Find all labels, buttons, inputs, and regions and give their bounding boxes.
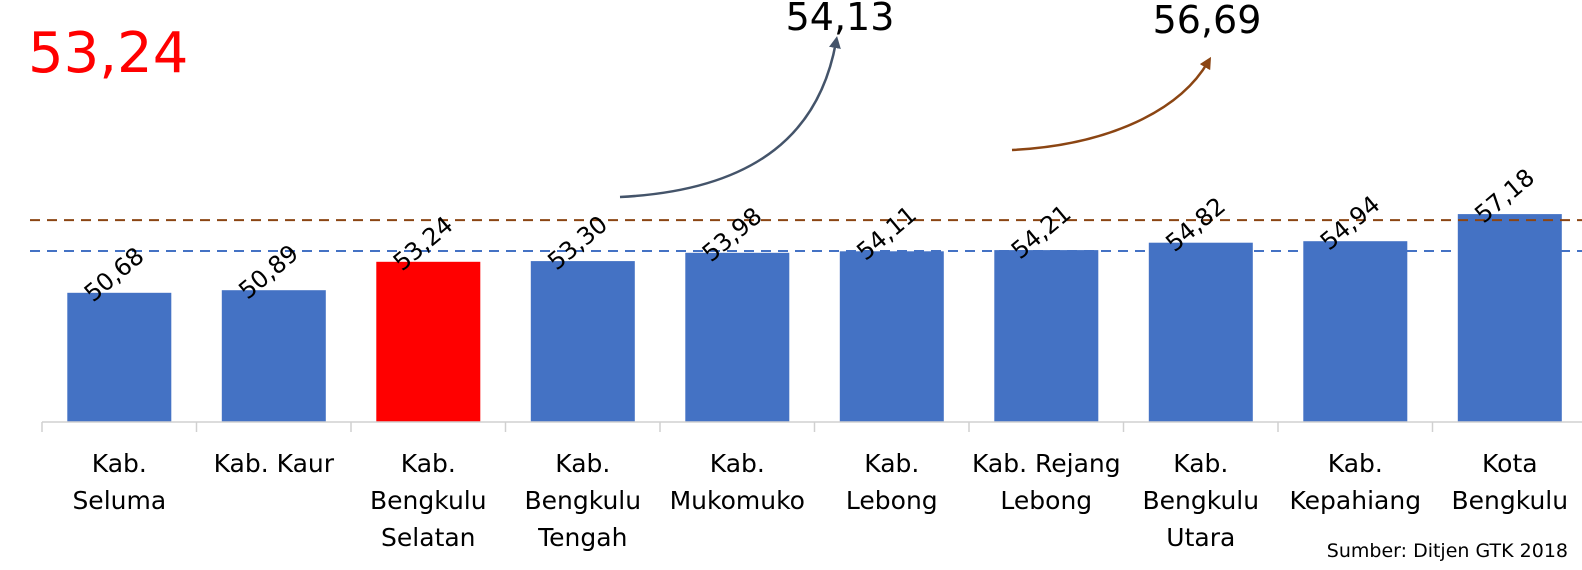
category-label-line: Kab. <box>1173 449 1228 478</box>
category-label-3: Kab. Bengkulu Tengah <box>525 449 642 552</box>
category-label-line: Kab. Rejang <box>972 449 1121 478</box>
bar-7 <box>1148 242 1253 422</box>
bar-0 <box>67 292 172 422</box>
category-label-line: Lebong <box>846 486 938 515</box>
bar-1 <box>221 290 326 422</box>
bar-2 <box>376 261 481 422</box>
category-label-line: Seluma <box>72 486 166 515</box>
category-label-line: Tengah <box>537 523 627 552</box>
category-label-line: Bengkulu <box>1452 486 1569 515</box>
source-note: Sumber: Ditjen GTK 2018 <box>1326 540 1568 562</box>
category-label-7: Kab. Bengkulu Utara <box>1143 449 1260 552</box>
category-label-line: Kab. Kaur <box>214 449 335 478</box>
category-label-line: Utara <box>1166 523 1235 552</box>
category-label-line: Kab. <box>401 449 456 478</box>
category-label-4: Kab. Mukomuko <box>670 449 805 515</box>
category-label-8: Kab. Kepahiang <box>1290 449 1422 515</box>
category-label-line: Kepahiang <box>1290 486 1422 515</box>
category-label-9: Kota Bengkulu <box>1452 449 1569 515</box>
arrow-to-reference-2 <box>1011 56 1212 152</box>
category-label-5: Kab. Lebong <box>846 449 938 515</box>
category-label-0: Kab. Seluma <box>72 449 166 515</box>
category-label-line: Bengkulu <box>1143 486 1260 515</box>
category-label-line: Lebong <box>1000 486 1092 515</box>
category-label-2: Kab. Bengkulu Selatan <box>370 449 487 552</box>
category-label-1: Kab. Kaur <box>214 449 335 478</box>
highlight-value-label: 53,24 <box>28 21 188 86</box>
category-label-6: Kab. Rejang Lebong <box>972 449 1121 515</box>
bar-5 <box>839 251 944 422</box>
reference-value-label-1: 54,13 <box>786 0 895 39</box>
bar-8 <box>1303 241 1408 422</box>
category-label-line: Kab. <box>92 449 147 478</box>
category-label-line: Kab. <box>555 449 610 478</box>
category-label-line: Mukomuko <box>670 486 805 515</box>
reference-value-label-2: 56,69 <box>1153 0 1262 42</box>
category-label-line: Bengkulu <box>370 486 487 515</box>
category-label-line: Bengkulu <box>525 486 642 515</box>
category-label-line: Kab. <box>864 449 919 478</box>
bar-4 <box>685 252 790 422</box>
category-label-line: Kota <box>1482 449 1538 478</box>
bar-3 <box>530 261 635 422</box>
category-label-line: Selatan <box>381 523 475 552</box>
category-label-line: Kab. <box>710 449 765 478</box>
arrow-to-reference-1 <box>619 36 841 199</box>
category-label-line: Kab. <box>1328 449 1383 478</box>
bar-9 <box>1457 214 1562 422</box>
bar-6 <box>994 250 1099 422</box>
